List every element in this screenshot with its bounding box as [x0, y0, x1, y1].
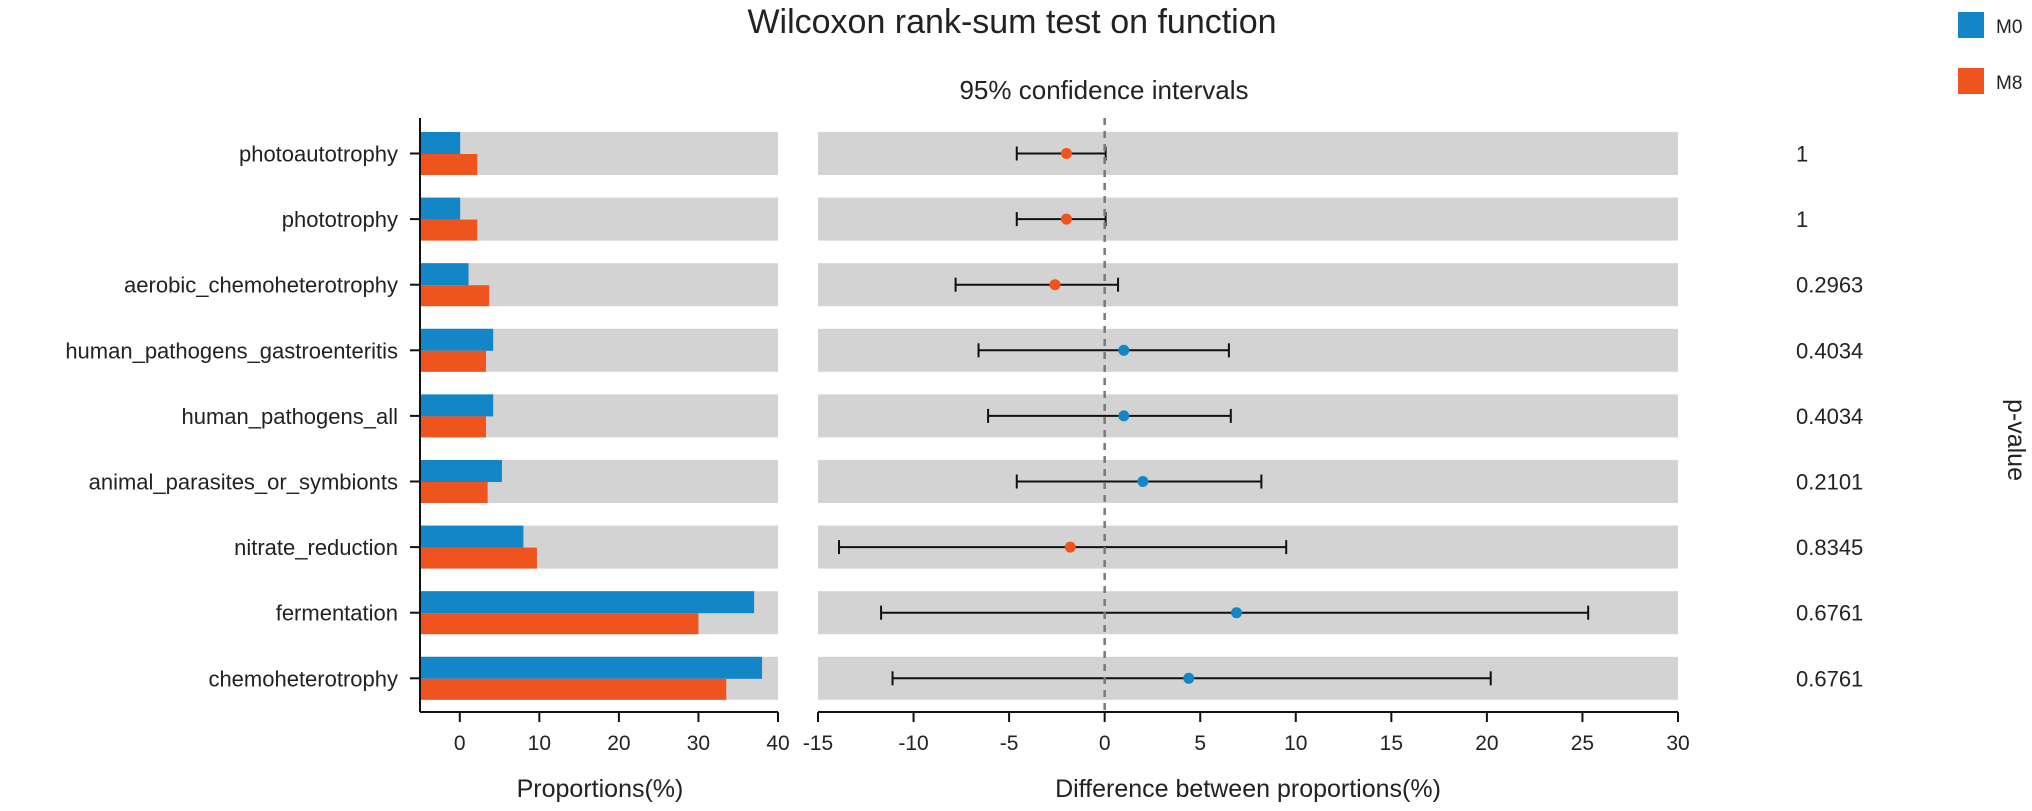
right-row-bg — [818, 328, 1678, 372]
legend-label-m0: M0 — [1996, 17, 2022, 38]
p-value-axis-title: p-value — [2002, 399, 2030, 481]
ci-point — [1064, 541, 1076, 553]
ci-point — [1060, 213, 1072, 225]
bar-m0 — [420, 460, 502, 482]
category-label: aerobic_chemoheterotrophy — [124, 273, 398, 298]
bar-m8 — [420, 285, 490, 307]
left-x-tick-label: 30 — [687, 732, 710, 755]
p-value-label: 1 — [1796, 207, 1808, 232]
legend: M0 M8 — [1958, 12, 2022, 94]
category-label: phototrophy — [282, 207, 398, 232]
ci-point — [1060, 148, 1072, 159]
bar-m8 — [420, 416, 487, 438]
right-x-tick-label: 10 — [1284, 732, 1307, 755]
bar-m0 — [420, 525, 524, 548]
right-x-tick-label: 0 — [1099, 732, 1111, 755]
ci-point — [1183, 672, 1195, 684]
p-value-label: 0.8345 — [1796, 535, 1863, 560]
ci-point — [1049, 279, 1061, 291]
left-axis: 0 10 20 30 40 — [410, 118, 790, 755]
category-label: fermentation — [276, 601, 398, 626]
bar-m8 — [420, 482, 488, 503]
left-x-tick-label: 40 — [766, 732, 789, 755]
right-axis: -15 -10 -5 0 5 10 15 20 25 30 — [803, 711, 1690, 755]
right-x-tick-label: 5 — [1194, 732, 1206, 755]
p-value-label: 0.6761 — [1796, 666, 1863, 691]
category-label: human_pathogens_all — [181, 404, 398, 429]
ci-title: 95% confidence intervals — [959, 75, 1248, 105]
right-row-bg — [818, 197, 1678, 241]
bar-m8 — [420, 547, 537, 569]
rows-layer: photoautotrophy 1 phototrophy 1 aerobic_chem… — [65, 118, 1863, 712]
bar-m0 — [420, 656, 763, 679]
ci-point — [1231, 607, 1243, 619]
right-row-bg — [818, 263, 1678, 307]
bar-m0 — [420, 591, 755, 614]
bar-m8 — [420, 350, 487, 372]
category-label: human_pathogens_gastroenteritis — [65, 338, 398, 363]
left-x-tick-label: 20 — [607, 732, 630, 755]
chart-title: Wilcoxon rank-sum test on function — [747, 3, 1276, 41]
legend-swatch-m8 — [1958, 68, 1984, 94]
bar-m8 — [420, 219, 478, 241]
right-x-tick-label: -15 — [803, 732, 833, 755]
bar-m8 — [420, 678, 727, 700]
right-x-tick-label: -10 — [898, 732, 928, 755]
ci-point — [1137, 476, 1149, 487]
legend-label-m8: M8 — [1996, 73, 2022, 94]
bar-m0 — [420, 197, 461, 220]
bar-m8 — [420, 613, 699, 635]
right-row-bg — [818, 132, 1678, 175]
ci-point — [1118, 344, 1130, 356]
right-x-tick-label: -5 — [1000, 732, 1019, 755]
bar-m0 — [420, 328, 494, 351]
left-row-bg — [420, 132, 778, 175]
right-x-tick-label: 15 — [1380, 732, 1403, 755]
left-x-tick-label: 0 — [454, 732, 466, 755]
right-x-axis-title: Difference between proportions(%) — [1055, 775, 1441, 803]
p-value-label: 0.2963 — [1796, 273, 1863, 298]
left-row-bg — [420, 197, 778, 241]
p-value-label: 0.6761 — [1796, 601, 1863, 626]
left-x-axis-title: Proportions(%) — [517, 775, 684, 803]
p-value-label: 0.4034 — [1796, 338, 1863, 363]
right-row-bg — [818, 394, 1678, 438]
category-label: chemoheterotrophy — [208, 666, 398, 691]
bar-m0 — [420, 394, 494, 417]
bar-m0 — [420, 132, 461, 154]
ci-point — [1118, 410, 1130, 422]
category-label: animal_parasites_or_symbionts — [89, 470, 398, 495]
category-label: photoautotrophy — [239, 142, 398, 167]
p-value-label: 0.2101 — [1796, 470, 1863, 495]
left-x-tick-label: 10 — [528, 732, 551, 755]
p-value-label: 0.4034 — [1796, 404, 1863, 429]
right-x-tick-label: 25 — [1571, 732, 1594, 755]
right-x-tick-label: 30 — [1666, 732, 1689, 755]
p-value-label: 1 — [1796, 142, 1808, 167]
legend-swatch-m0 — [1958, 12, 1984, 38]
bar-m0 — [420, 263, 469, 286]
category-label: nitrate_reduction — [234, 535, 398, 560]
bar-m8 — [420, 154, 478, 175]
right-x-tick-label: 20 — [1475, 732, 1498, 755]
